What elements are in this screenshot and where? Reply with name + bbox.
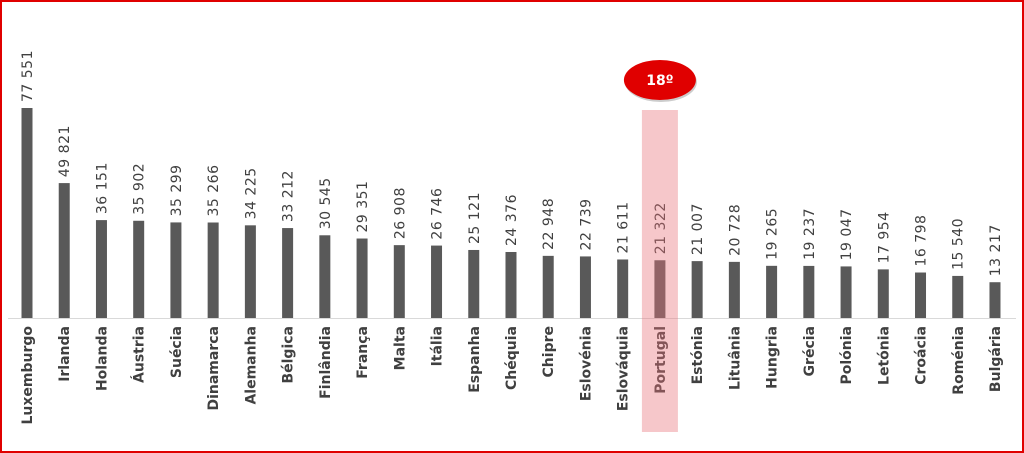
value-label: 34 225	[243, 167, 259, 219]
value-label: 17 954	[876, 211, 892, 263]
bar	[207, 222, 219, 318]
x-tick-label: Estónia	[690, 326, 706, 384]
badge	[623, 60, 696, 100]
x-tick-label: Malta	[392, 326, 408, 370]
x-tick-label: Suécia	[169, 326, 185, 378]
value-label: 19 265	[765, 208, 781, 260]
x-tick-label: Polónia	[839, 326, 855, 385]
x-tick-label: Chéquia	[504, 326, 520, 390]
bar	[542, 255, 554, 318]
bar	[95, 220, 107, 318]
bar	[877, 269, 889, 318]
bar	[952, 275, 964, 318]
value-label: 16 798	[914, 215, 930, 267]
value-label: 29 351	[355, 181, 371, 233]
x-tick-label: Irlanda	[57, 326, 73, 382]
bar	[58, 183, 70, 318]
bar	[915, 272, 927, 318]
bar	[766, 265, 778, 318]
bar	[691, 261, 703, 318]
bar	[840, 266, 852, 318]
bar	[282, 228, 294, 318]
value-label: 77 551	[20, 50, 36, 102]
bar	[468, 249, 480, 318]
value-label: 19 237	[802, 208, 818, 260]
value-label: 36 151	[94, 162, 110, 214]
annotation: 18º	[646, 73, 673, 89]
bar	[728, 261, 740, 318]
bar	[133, 220, 145, 318]
value-label: 26 908	[392, 187, 408, 239]
value-label: 21 322	[653, 202, 669, 254]
value-label: 21 611	[616, 201, 632, 253]
x-tick-label: Croácia	[914, 326, 930, 385]
value-label: 24 376	[504, 194, 520, 246]
bar	[803, 265, 815, 318]
x-tick-label: Roménia	[951, 326, 967, 395]
value-label: 22 739	[578, 198, 594, 250]
x-tick-label: Áustria	[131, 326, 148, 383]
x-tick-label: Itália	[430, 326, 446, 366]
value-label: 35 266	[206, 165, 222, 217]
bar	[989, 282, 1001, 318]
x-tick-label: Dinamarca	[206, 326, 222, 411]
x-tick-label: Lituânia	[727, 326, 743, 390]
value-label: 49 821	[57, 125, 73, 177]
value-label: 26 746	[430, 188, 446, 240]
value-label: 25 121	[467, 192, 483, 244]
x-tick-label: Letónia	[876, 326, 892, 385]
bar	[356, 238, 368, 318]
x-tick-label: Holanda	[94, 326, 110, 391]
value-label: 33 212	[281, 170, 297, 222]
x-tick-label: França	[355, 326, 371, 379]
value-label: 13 217	[988, 224, 1004, 276]
value-label: 21 007	[690, 203, 706, 255]
x-tick-label: Chipre	[541, 326, 557, 377]
x-tick-label: Alemanha	[243, 326, 259, 405]
x-tick-label: Hungria	[765, 326, 781, 389]
value-label: 19 047	[839, 208, 855, 260]
x-tick-label: Grécia	[802, 326, 818, 376]
bar	[431, 245, 443, 318]
bar	[654, 260, 666, 318]
bar	[244, 225, 256, 318]
value-label: 35 299	[169, 164, 185, 216]
value-label: 30 545	[318, 177, 334, 229]
value-label: 22 948	[541, 198, 557, 250]
bar	[393, 245, 405, 318]
bar	[319, 235, 331, 318]
bar	[21, 108, 33, 318]
bar	[170, 222, 182, 318]
x-tick-label: Finlândia	[318, 326, 334, 399]
value-label: 35 902	[132, 163, 148, 215]
value-label: 15 540	[951, 218, 967, 270]
x-tick-label: Eslováquia	[616, 326, 632, 411]
x-tick-label: Bélgica	[281, 326, 297, 384]
x-tick-label: Bulgária	[988, 326, 1004, 392]
value-label: 20 728	[727, 204, 743, 256]
x-tick-label: Espanha	[467, 326, 483, 393]
highlight-band	[641, 110, 678, 432]
bar	[505, 251, 517, 318]
x-tick-label: Eslovénia	[578, 326, 594, 401]
x-tick-label: Luxemburgo	[20, 326, 36, 425]
x-tick-label: Portugal	[653, 326, 669, 394]
bar	[617, 259, 629, 318]
bar	[579, 256, 591, 318]
